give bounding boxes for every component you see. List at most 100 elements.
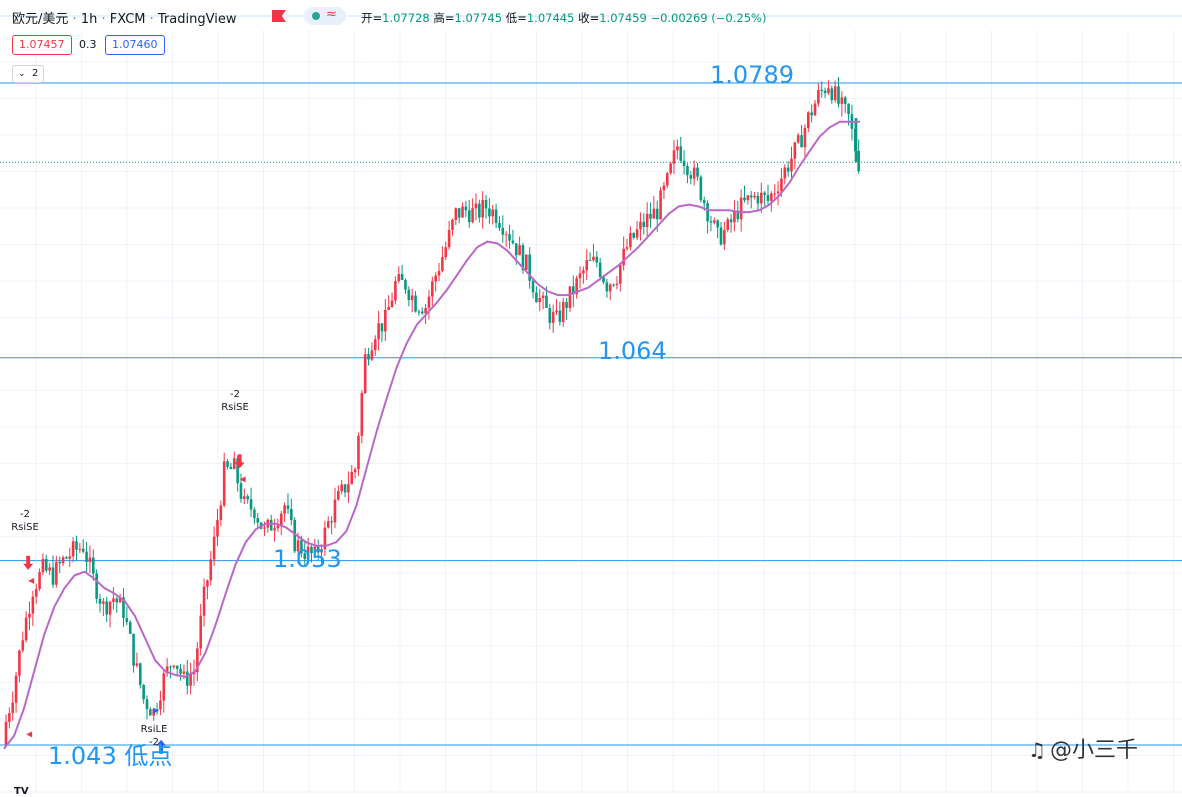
candle-body bbox=[128, 622, 132, 634]
candle-body bbox=[199, 615, 202, 649]
interval[interactable]: 1h bbox=[80, 12, 98, 27]
candle-body bbox=[24, 617, 28, 641]
indicators-toggle[interactable]: ⌄ 2 bbox=[12, 65, 44, 83]
candle-body bbox=[41, 559, 45, 573]
candle-body bbox=[501, 227, 505, 235]
candle-body bbox=[488, 208, 491, 217]
sell-signal-arrow-icon bbox=[234, 454, 245, 469]
candle-body bbox=[373, 339, 377, 351]
candle-body bbox=[263, 527, 266, 529]
candle-body bbox=[692, 167, 696, 179]
candle-body bbox=[407, 289, 411, 300]
candle-body bbox=[548, 307, 552, 323]
candle-body bbox=[528, 254, 531, 281]
candle-body bbox=[209, 559, 213, 581]
candle-body bbox=[11, 702, 15, 714]
candle-body bbox=[38, 572, 41, 589]
candle-body bbox=[783, 167, 787, 179]
candle-body bbox=[102, 601, 105, 604]
candle-body bbox=[639, 221, 642, 230]
music-note-icon: ♫ bbox=[1028, 738, 1046, 762]
candle-body bbox=[753, 195, 756, 198]
candle-body bbox=[770, 193, 773, 201]
candle-body bbox=[65, 557, 68, 559]
candle-body bbox=[525, 254, 528, 271]
candle-body bbox=[461, 206, 464, 218]
candle-body bbox=[800, 135, 803, 148]
low-label: 低= bbox=[505, 11, 527, 25]
sell-marker-icon bbox=[26, 731, 33, 738]
candle-body bbox=[71, 541, 75, 557]
candle-body bbox=[68, 556, 72, 559]
candle-body bbox=[729, 219, 733, 223]
candle-body bbox=[441, 257, 444, 271]
candle-body bbox=[625, 247, 629, 249]
candle-body bbox=[226, 461, 229, 467]
candle-body bbox=[279, 513, 283, 526]
candle-body bbox=[81, 548, 85, 552]
candle-body bbox=[454, 208, 458, 220]
candle-body bbox=[169, 666, 172, 668]
ma-line bbox=[3, 120, 860, 750]
candle-body bbox=[565, 302, 568, 308]
watermark-text: @小三千 bbox=[1049, 738, 1138, 763]
candle-body bbox=[149, 709, 152, 716]
candle-body bbox=[471, 208, 474, 223]
signal-name: RsiLE bbox=[140, 724, 168, 735]
candle-body bbox=[716, 220, 719, 228]
candle-body bbox=[162, 673, 166, 701]
candle-body bbox=[629, 233, 632, 248]
candle-body bbox=[568, 286, 572, 308]
sell-button[interactable]: 1.07457 bbox=[12, 35, 72, 55]
candle-body bbox=[34, 588, 38, 597]
candle-body bbox=[189, 674, 192, 686]
candle-body bbox=[145, 699, 149, 710]
candle-body bbox=[806, 112, 810, 128]
candle-body bbox=[424, 308, 427, 314]
market-open-dot-icon bbox=[312, 12, 320, 20]
buy-signal-arrow-icon bbox=[156, 739, 167, 754]
candle-body bbox=[696, 167, 699, 177]
candle-body bbox=[558, 310, 562, 322]
candle-body bbox=[44, 559, 48, 571]
candle-body bbox=[622, 248, 625, 266]
candle-body bbox=[810, 112, 813, 116]
candle-body bbox=[179, 668, 182, 674]
signal-name: RsiSE bbox=[11, 522, 39, 533]
candle-body bbox=[384, 309, 387, 332]
candle-body bbox=[578, 273, 582, 279]
candle-body bbox=[98, 598, 102, 604]
symbol-name[interactable]: 欧元/美元 bbox=[12, 12, 69, 27]
candle-body bbox=[709, 221, 713, 223]
candle-body bbox=[739, 197, 743, 220]
candle-body bbox=[759, 192, 763, 204]
candle-body bbox=[88, 557, 92, 562]
candle-body bbox=[484, 200, 488, 209]
candle-body bbox=[793, 142, 797, 159]
candle-body bbox=[555, 310, 558, 313]
separator: · bbox=[101, 12, 106, 27]
change-value: −0.00269 (−0.25%) bbox=[650, 11, 767, 25]
candle-body bbox=[229, 466, 233, 470]
buy-button[interactable]: 1.07460 bbox=[105, 35, 165, 55]
candle-body bbox=[320, 549, 323, 553]
candle-body bbox=[746, 195, 750, 201]
candle-body bbox=[612, 284, 615, 286]
candle-body bbox=[827, 88, 830, 94]
candle-body bbox=[434, 275, 437, 282]
candle-body bbox=[293, 519, 296, 552]
flag-icon[interactable] bbox=[272, 10, 286, 22]
candle-body bbox=[491, 209, 495, 217]
candle-body bbox=[602, 277, 605, 283]
candle-body bbox=[780, 178, 783, 192]
candle-body bbox=[363, 354, 367, 394]
candle-body bbox=[588, 260, 592, 262]
high-value: 1.07745 bbox=[454, 11, 503, 25]
market-status-pill[interactable]: ≈ bbox=[304, 7, 346, 25]
candle-body bbox=[132, 633, 135, 666]
candle-body bbox=[239, 483, 243, 499]
candle-body bbox=[743, 197, 746, 201]
candle-body bbox=[712, 220, 716, 223]
candle-body bbox=[414, 295, 417, 312]
